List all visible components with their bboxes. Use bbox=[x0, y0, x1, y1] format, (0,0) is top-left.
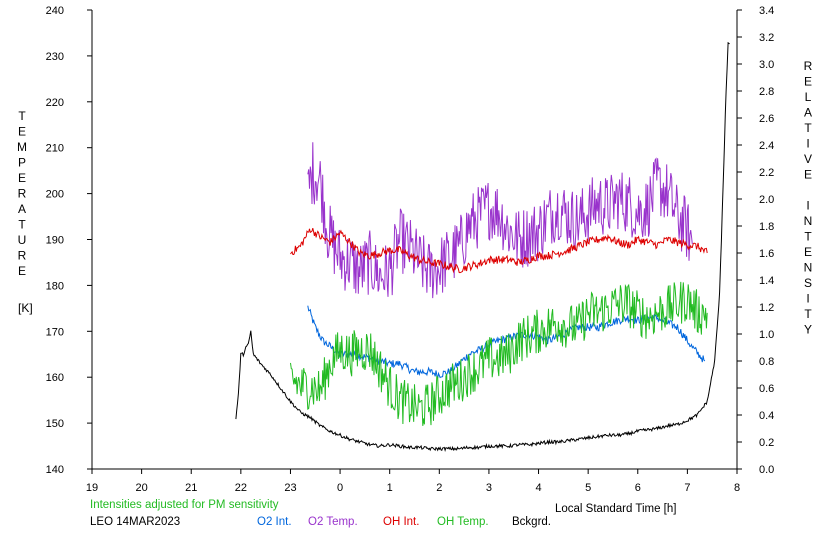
right-axis-title-letter: S bbox=[804, 276, 812, 290]
y-right-tick-label: 2.8 bbox=[759, 86, 774, 98]
series-line-oh-temp bbox=[290, 281, 708, 426]
right-axis-title-letter: I bbox=[806, 137, 809, 151]
left-axis-title-letter: T bbox=[18, 109, 26, 123]
x-tick-label: 4 bbox=[535, 482, 541, 494]
y-right-tick-label: 0.6 bbox=[759, 383, 774, 395]
y-right-tick-label: 1.8 bbox=[759, 221, 774, 233]
x-tick-label: 22 bbox=[235, 482, 247, 494]
x-tick-label: 2 bbox=[436, 482, 442, 494]
y-left-tick-label: 170 bbox=[46, 326, 64, 338]
right-axis-title-letter: V bbox=[804, 152, 812, 166]
left-axis-title-letter: P bbox=[18, 156, 26, 170]
series-line-o2-temp bbox=[307, 142, 693, 299]
y-left-tick-label: 230 bbox=[46, 51, 64, 63]
right-axis-title-letter: N bbox=[804, 261, 813, 275]
y-right-tick-label: 3.4 bbox=[759, 5, 774, 17]
y-right-tick-label: 2.6 bbox=[759, 113, 774, 125]
y-left-tick-label: 210 bbox=[46, 143, 64, 155]
series-layer bbox=[235, 41, 730, 453]
y-right-tick-label: 2.4 bbox=[759, 140, 774, 152]
x-tick-label: 7 bbox=[684, 482, 690, 494]
y-left-tick-label: 160 bbox=[46, 372, 64, 384]
x-tick-label: 8 bbox=[734, 482, 740, 494]
y-right-tick-label: 0.8 bbox=[759, 356, 774, 368]
right-axis-title-letter: T bbox=[804, 230, 812, 244]
y-left-tick-label: 190 bbox=[46, 235, 64, 247]
right-axis-title-letter: T bbox=[804, 307, 812, 321]
y-left-tick-label: 240 bbox=[46, 5, 64, 17]
x-axis-title: Local Standard Time [h] bbox=[555, 503, 676, 515]
left-axis-title-letter: R bbox=[18, 249, 27, 263]
legend-oh-temp: OH Temp. bbox=[437, 516, 489, 528]
left-axis-title-letter: U bbox=[18, 233, 27, 247]
left-axis-title-letter: E bbox=[18, 125, 26, 139]
right-axis-title-letter: R bbox=[804, 59, 813, 73]
y-right-tick-label: 0.2 bbox=[759, 437, 774, 449]
y-right-tick-label: 3.2 bbox=[759, 32, 774, 44]
right-axis-title-letter: L bbox=[805, 90, 812, 104]
y-right-tick-label: 1.4 bbox=[759, 275, 774, 287]
series-line-oh-int bbox=[290, 227, 708, 274]
legend-bckgrd: Bckgrd. bbox=[512, 516, 551, 528]
right-axis-title-letter: A bbox=[804, 106, 812, 120]
y-right-tick-label: 3.0 bbox=[759, 59, 774, 71]
x-tick-label: 20 bbox=[135, 482, 147, 494]
right-axis-title-letter: I bbox=[806, 199, 809, 213]
x-tick-label: 19 bbox=[86, 482, 98, 494]
y-right-tick-label: 1.6 bbox=[759, 248, 774, 260]
y-left-tick-label: 150 bbox=[46, 418, 64, 430]
x-tick-label: 23 bbox=[284, 482, 296, 494]
note-text: Intensities adjusted for PM sensitivity bbox=[90, 499, 279, 511]
axes-layer bbox=[87, 9, 742, 474]
left-axis-title-letter: A bbox=[18, 202, 26, 216]
right-axis-title-letter: E bbox=[804, 75, 812, 89]
y-right-tick-label: 1.0 bbox=[759, 329, 774, 341]
y-right-tick-label: 2.0 bbox=[759, 194, 774, 206]
station-label: LEO 14MAR2023 bbox=[90, 516, 180, 528]
right-axis-title-letter: I bbox=[806, 292, 809, 306]
right-axis-title-letter: N bbox=[804, 214, 813, 228]
series-line-bckgrd bbox=[235, 41, 730, 453]
x-tick-label: 21 bbox=[185, 482, 197, 494]
y-left-tick-label: 140 bbox=[46, 464, 64, 476]
x-tick-label: 3 bbox=[486, 482, 492, 494]
x-tick-label: 6 bbox=[635, 482, 641, 494]
legend-o2-int: O2 Int. bbox=[257, 516, 292, 528]
right-axis-title-letter: T bbox=[804, 121, 812, 135]
right-axis-title-letter: Y bbox=[804, 323, 812, 337]
left-axis-unit: [K] bbox=[18, 301, 33, 315]
legend-oh-int: OH Int. bbox=[383, 516, 419, 528]
left-axis-title-letter: T bbox=[18, 218, 26, 232]
left-axis-title-letter: M bbox=[17, 140, 27, 154]
y-right-tick-label: 0.4 bbox=[759, 410, 774, 422]
x-tick-label: 5 bbox=[585, 482, 591, 494]
left-axis-title-letter: R bbox=[18, 187, 27, 201]
labels-layer: 1401501601701801902002102202302400.00.20… bbox=[17, 5, 813, 494]
x-tick-label: 0 bbox=[337, 482, 343, 494]
right-axis-title-letter: E bbox=[804, 245, 812, 259]
left-axis-title-letter: E bbox=[18, 264, 26, 278]
y-right-tick-label: 2.2 bbox=[759, 167, 774, 179]
y-left-tick-label: 200 bbox=[46, 189, 64, 201]
right-axis-title-letter: E bbox=[804, 168, 812, 182]
x-tick-label: 1 bbox=[387, 482, 393, 494]
y-right-tick-label: 0.0 bbox=[759, 464, 774, 476]
y-left-tick-label: 220 bbox=[46, 97, 64, 109]
left-axis-title-letter: E bbox=[18, 171, 26, 185]
y-right-tick-label: 1.2 bbox=[759, 302, 774, 314]
y-left-tick-label: 180 bbox=[46, 280, 64, 292]
legend-o2-temp: O2 Temp. bbox=[308, 516, 358, 528]
